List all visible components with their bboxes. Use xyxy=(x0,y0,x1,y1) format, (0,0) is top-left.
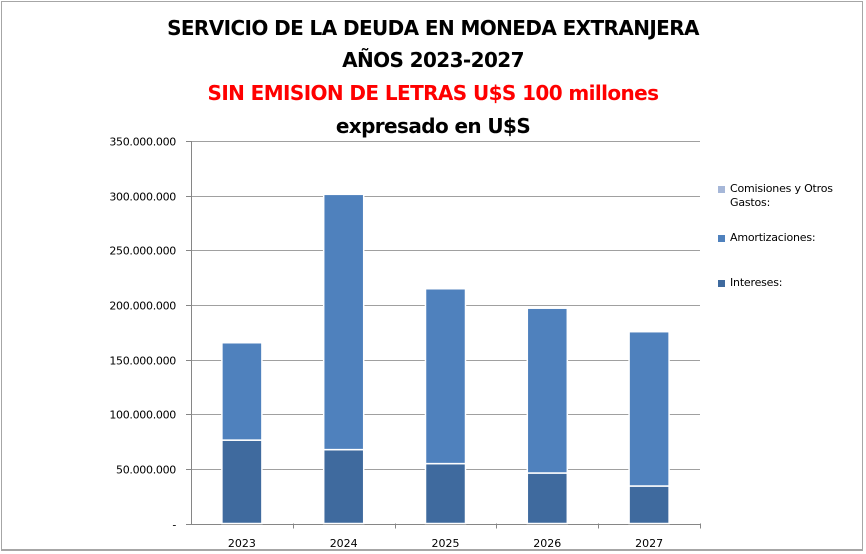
legend-label-comisiones: Comisiones y Otros Gastos: xyxy=(730,182,833,209)
bar-amortizaciones-2027 xyxy=(628,330,670,487)
y-tick-label: - xyxy=(172,519,176,532)
chart-title: SERVICIO DE LA DEUDA EN MONEDA EXTRANJER… xyxy=(167,16,699,40)
chart-subtitle-units: expresado en U$S xyxy=(335,114,531,138)
y-tick-label: 50.000.000 xyxy=(116,464,176,477)
bar-amortizaciones-2024 xyxy=(322,193,365,451)
y-tick-label: 100.000.000 xyxy=(109,409,176,422)
x-tick-label: 2027 xyxy=(635,537,663,550)
legend-item-comisiones: Comisiones y Otros Gastos: xyxy=(718,182,850,210)
legend-swatch-comisiones xyxy=(718,186,725,193)
legend-swatch-intereses xyxy=(718,280,725,287)
bar-amortizaciones-2025 xyxy=(424,288,467,465)
bars xyxy=(221,193,670,525)
legend-label-intereses: Intereses: xyxy=(730,276,783,289)
legend-item-intereses: Intereses: xyxy=(718,276,850,290)
bar-intereses-2025 xyxy=(424,462,467,525)
y-axis: - 50.000.000 100.000.000 150.000.000 200.000… xyxy=(109,136,192,532)
legend-label-amortizaciones: Amortizaciones: xyxy=(730,231,816,244)
bar-amortizaciones-2023 xyxy=(221,341,263,441)
bar-amortizaciones-2026 xyxy=(526,307,569,474)
bar-intereses-2027 xyxy=(628,485,670,525)
chart-subtitle-note: SIN EMISION DE LETRAS U$S 100 millones xyxy=(207,81,660,105)
x-tick-label: 2025 xyxy=(432,537,460,550)
bar-intereses-2024 xyxy=(322,448,365,525)
y-tick-label: 250.000.000 xyxy=(109,245,176,258)
bar-intereses-2026 xyxy=(526,472,569,525)
x-tick-label: 2024 xyxy=(330,537,358,550)
chart-subtitle-years: AÑOS 2023-2027 xyxy=(342,48,524,72)
y-tick-label: 200.000.000 xyxy=(109,300,176,313)
x-tick-label: 2023 xyxy=(228,537,256,550)
y-tick-label: 300.000.000 xyxy=(109,191,176,204)
y-tick-label: 350.000.000 xyxy=(109,136,176,149)
y-tick-label: 150.000.000 xyxy=(109,355,176,368)
x-axis: 2023 2024 2025 2026 2027 xyxy=(186,523,701,550)
legend-swatch-amortizaciones xyxy=(718,235,725,242)
x-tick-label: 2026 xyxy=(533,537,561,550)
legend-item-amortizaciones: Amortizaciones: xyxy=(718,231,850,245)
bar-intereses-2023 xyxy=(221,439,263,525)
